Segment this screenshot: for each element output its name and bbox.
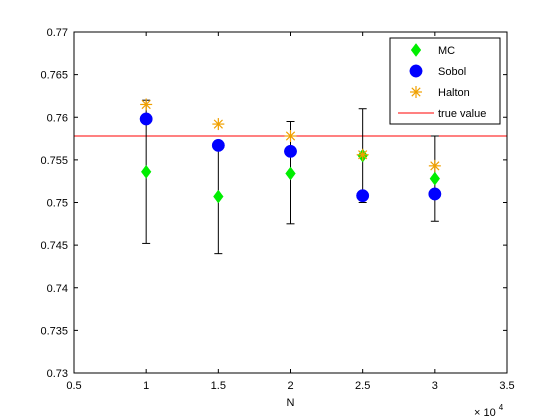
mc-point: [285, 166, 296, 181]
legend-label-sobol: Sobol: [438, 66, 466, 78]
y-tick-label: 0.755: [40, 155, 68, 167]
x-tick-label: 2: [287, 380, 293, 392]
y-tick-label: 0.745: [40, 240, 68, 252]
legend-label-mc: MC: [438, 45, 455, 57]
y-tick-label: 0.74: [47, 283, 68, 295]
sobol-point: [428, 187, 442, 201]
legend-swatch-halton: [410, 86, 422, 98]
legend-box: [389, 37, 501, 125]
x-tick-label: 1.5: [211, 380, 226, 392]
x-tick-label: 1: [143, 380, 149, 392]
asterisk-stroke: [411, 87, 421, 97]
asterisk-stroke: [358, 150, 368, 160]
y-tick-label: 0.76: [47, 112, 68, 124]
mc-point: [140, 164, 152, 179]
x-tick-label: 3.5: [499, 380, 514, 392]
legend-label-halton: Halton: [438, 87, 470, 99]
y-tick-label: 0.73: [47, 368, 68, 380]
halton-point: [212, 118, 225, 131]
halton-point: [428, 159, 441, 172]
plot-area: [74, 98, 507, 255]
sobol-point: [356, 189, 370, 203]
y-tick-label: 0.735: [40, 325, 68, 337]
legend: MC Sobol Halton true value: [389, 37, 501, 125]
y-tick-label: 0.77: [47, 27, 68, 39]
legend-swatch-sobol: [409, 64, 423, 78]
legend-swatch-mc: [410, 43, 422, 57]
x-axis-multiplier: × 10 4: [474, 403, 504, 419]
y-tick-label: 0.765: [40, 70, 68, 82]
halton-point: [140, 98, 153, 111]
axes: 0.5 1 1.5 2 2.5 3 3.5 0.73 0.735 0.74 0.745 0.75 0.7…: [40, 27, 514, 392]
asterisk-stroke: [430, 161, 440, 171]
x-tick-label: 0.5: [66, 380, 81, 392]
sobol-point: [139, 112, 153, 126]
sobol-point: [284, 144, 297, 158]
halton-point: [356, 148, 369, 161]
mc-point: [429, 171, 441, 186]
y-tick-label: 0.75: [47, 198, 68, 210]
sobol-point: [211, 138, 225, 152]
asterisk-stroke: [213, 119, 223, 129]
halton-point: [284, 130, 297, 143]
legend-label-true-value: true value: [438, 108, 486, 120]
asterisk-stroke: [141, 99, 151, 110]
mc-point: [213, 189, 224, 204]
x-tick-label: 3: [432, 380, 438, 392]
x-tick-label: 2.5: [355, 380, 370, 392]
x-multiplier-exponent: 4: [499, 403, 504, 412]
x-axis-label: N: [287, 397, 295, 409]
x-multiplier-base: × 10: [474, 407, 496, 419]
asterisk-stroke: [285, 131, 296, 141]
